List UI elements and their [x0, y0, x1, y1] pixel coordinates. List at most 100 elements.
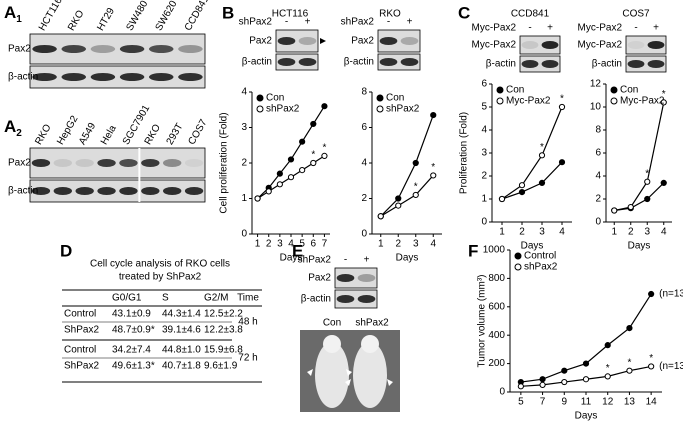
series-line — [380, 114, 434, 217]
x-tick-label: 3 — [413, 239, 419, 250]
band — [647, 41, 665, 49]
x-tick-label: 1 — [255, 239, 261, 250]
table-header: Time — [237, 293, 259, 304]
y-tick-label: 1 — [241, 193, 247, 204]
significance: * — [627, 357, 631, 368]
legend-label: Control — [524, 251, 556, 262]
row-label: β-actin — [242, 57, 272, 68]
table-title: treated by ShPax2 — [119, 272, 202, 283]
blot-row — [334, 267, 378, 289]
panel-label: F — [468, 241, 478, 260]
lane-label: SW620 — [154, 0, 180, 33]
band — [521, 60, 539, 68]
band — [149, 73, 174, 81]
table-time: 72 h — [238, 353, 257, 364]
row-label: Myc-Pax2 — [472, 40, 517, 51]
y-tick-label: 1 — [481, 194, 487, 205]
table-cell: 15.9±6.8 — [204, 345, 243, 356]
lane-label: 293T — [165, 122, 186, 147]
series-line — [614, 102, 665, 212]
band — [97, 159, 116, 167]
data-point — [538, 152, 546, 159]
y-tick-label: 2 — [595, 194, 601, 205]
row-label: β-actin — [486, 59, 516, 70]
data-point — [648, 290, 655, 298]
band — [400, 37, 419, 45]
y-axis-label: Proliferation (Fold) — [459, 112, 470, 194]
x-tick-label: 1 — [611, 227, 617, 238]
band — [298, 37, 317, 45]
x-tick-label: 4 — [661, 227, 667, 238]
x-axis-label: Days — [628, 241, 651, 252]
data-point — [412, 159, 419, 167]
blot-row — [29, 33, 206, 65]
table-cell: ShPax2 — [64, 325, 99, 336]
blot-title: COS7 — [622, 9, 650, 20]
blot-row — [29, 65, 206, 89]
treatment-label: shPax2 — [341, 17, 375, 28]
treatment-label: shPax2 — [298, 255, 332, 266]
legend-marker — [514, 263, 522, 271]
x-tick-label: 11 — [581, 397, 592, 408]
data-point — [539, 376, 546, 383]
table-cell: 43.1±0.9 — [112, 309, 151, 320]
lane-label: - — [634, 23, 637, 34]
y-tick-label: 8 — [595, 125, 601, 136]
legend-marker — [376, 105, 384, 113]
y-tick-label: 2 — [241, 158, 247, 169]
band — [357, 274, 376, 282]
legend-label: shPax2 — [524, 262, 558, 273]
x-tick-label: 6 — [311, 239, 317, 250]
data-point — [321, 103, 328, 110]
data-point — [430, 111, 437, 119]
lane-label: HT29 — [95, 6, 117, 33]
significance: * — [540, 142, 544, 153]
data-point — [582, 376, 590, 383]
band — [31, 159, 51, 167]
panel-letter: A — [4, 3, 16, 22]
band — [53, 187, 72, 195]
data-point — [377, 213, 384, 220]
data-point — [561, 367, 568, 374]
panel-letter: A — [4, 117, 16, 136]
band — [178, 45, 203, 53]
band — [277, 37, 296, 45]
data-point — [254, 195, 261, 202]
band — [277, 58, 296, 66]
band — [627, 60, 645, 68]
band — [184, 187, 204, 195]
data-point — [498, 195, 506, 203]
x-tick-label: 9 — [562, 397, 568, 408]
table-cell: 12.2±3.8 — [204, 325, 243, 336]
x-tick-label: 5 — [518, 397, 524, 408]
legend-label: Con — [620, 85, 638, 96]
band — [298, 58, 317, 66]
table-cell: 48.7±0.9* — [112, 325, 155, 336]
legend-marker — [256, 105, 264, 113]
data-point — [287, 156, 295, 163]
row-label: β-actin — [592, 59, 622, 70]
x-tick-label: 14 — [646, 397, 658, 408]
legend-label: Con — [506, 85, 524, 96]
blot-row — [29, 147, 206, 179]
legend-label: shPax2 — [386, 104, 420, 115]
legend-marker — [610, 97, 618, 105]
band — [184, 159, 204, 167]
band — [178, 73, 203, 81]
band — [163, 187, 182, 195]
x-tick-label: 2 — [519, 227, 525, 238]
band — [97, 187, 116, 195]
band — [119, 45, 145, 53]
band — [336, 274, 355, 282]
y-tick-label: 800 — [488, 273, 505, 284]
data-point — [310, 159, 317, 167]
panel-label: C — [458, 3, 470, 22]
y-tick-label: 3 — [481, 148, 487, 159]
x-tick-label: 3 — [277, 239, 283, 250]
band — [61, 73, 86, 81]
data-point — [660, 99, 667, 106]
table-header: S — [162, 293, 169, 304]
significance: * — [662, 89, 666, 100]
band — [627, 41, 645, 49]
band — [119, 159, 138, 167]
